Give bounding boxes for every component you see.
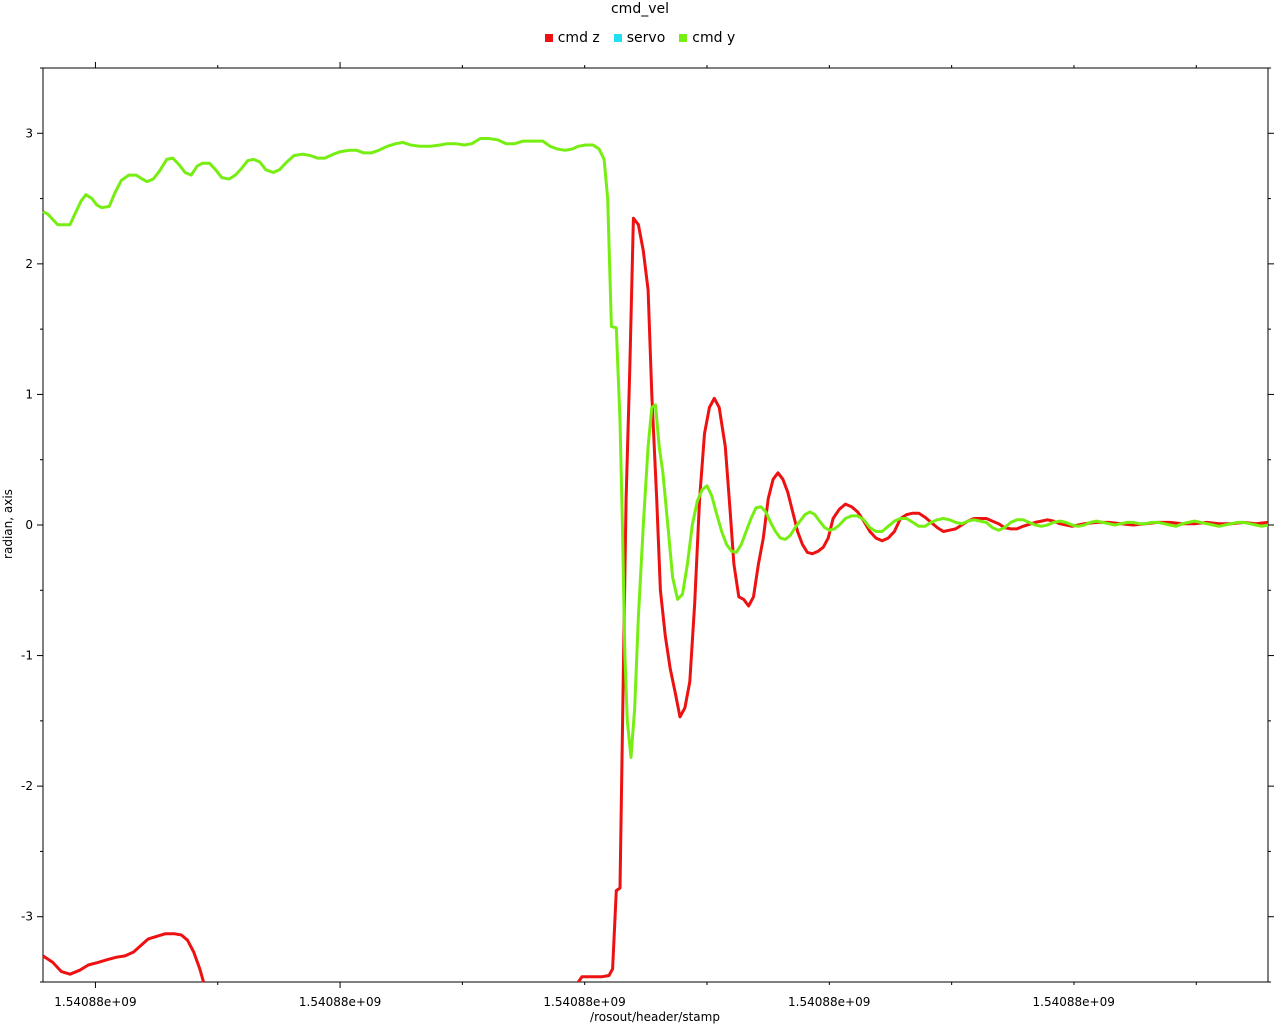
axes [37,62,1274,988]
tick-labels: 1.54088e+09 1.54088e+09 1.54088e+09 1.54088… [21,126,1115,1009]
x-axis-label: /rosout/header/stamp [590,1010,720,1024]
legend-label-cmd-z: cmd z [557,30,600,46]
y-tick-label: -1 [21,649,33,663]
x-tick-label: 1.54088e+09 [299,995,381,1009]
x-tick-label: 1.54088e+09 [1033,995,1115,1009]
series-layer [42,137,1269,983]
series-line-cmd-y [42,137,1269,759]
legend-swatch-servo [613,34,622,42]
legend-swatch-cmd-y [679,34,688,42]
y-tick-label: 2 [25,257,33,271]
x-tick-label: 1.54088e+09 [788,995,870,1009]
legend-item-servo[interactable]: servo [613,30,666,46]
y-tick-label: 3 [25,126,33,140]
legend-item-cmd-z[interactable]: cmd z [544,30,600,46]
chart-title: cmd_vel [610,1,669,17]
y-tick-label: 1 [25,387,33,401]
x-tick-label: 1.54088e+09 [543,995,625,1009]
legend: cmd z servo cmd y [0,30,1280,46]
legend-label-cmd-y: cmd y [692,30,736,46]
legend-label-servo: servo [626,30,666,46]
y-tick-label: -2 [21,779,33,793]
series-line-cmd-z [577,216,1269,983]
y-tick-label: 0 [25,518,33,532]
x-tick-label: 1.54088e+09 [54,995,136,1009]
series-line-cmd-z [42,932,205,983]
legend-item-cmd-y[interactable]: cmd y [679,30,735,46]
y-tick-label: -3 [21,910,33,924]
y-axis-label: radian, axis [1,489,15,559]
legend-swatch-cmd-z [544,34,553,42]
